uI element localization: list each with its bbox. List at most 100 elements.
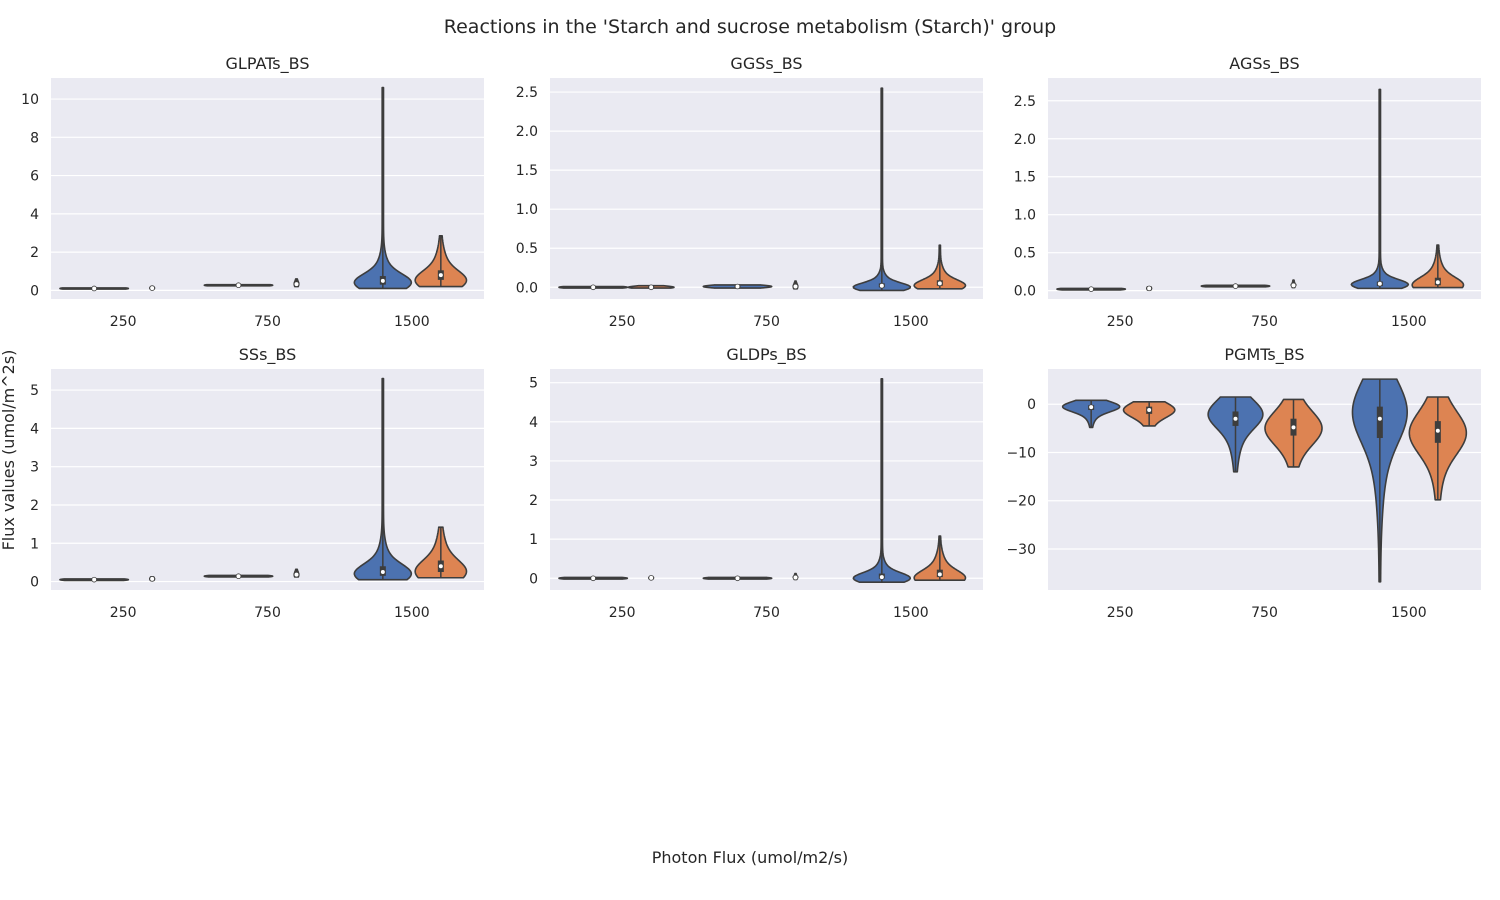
violin-median: [1435, 427, 1441, 434]
y-tick-label: 0.5: [1014, 246, 1036, 262]
violin-orange-750: [1290, 279, 1297, 289]
x-tick-label: 250: [1107, 314, 1134, 330]
violin-blue-750: [702, 575, 773, 582]
y-tick-label: 1: [30, 536, 39, 552]
violin-median: [149, 285, 155, 291]
x-tick-label: 750: [753, 605, 780, 621]
y-tick-label: 1.5: [1014, 170, 1036, 186]
violin-median: [1232, 415, 1239, 422]
violin-median: [937, 571, 943, 578]
subplot-glpats-bs: 0 2 4 6 8 10 250 750 1500 GLPATs_BS: [21, 54, 484, 330]
violin-median: [590, 284, 596, 291]
x-tick-label: 750: [753, 314, 780, 330]
y-tick-label: 0.0: [516, 280, 538, 296]
plot-area: [1048, 78, 1481, 299]
x-tick-label: 750: [254, 314, 281, 330]
violin-median: [1146, 285, 1152, 292]
violin-median: [1290, 282, 1297, 289]
y-tick-label: −30: [1006, 542, 1036, 558]
y-tick-label: 1.5: [516, 163, 538, 179]
y-tick-label: 2.0: [516, 124, 538, 140]
plot-area: [51, 369, 484, 590]
violin-median: [1088, 404, 1094, 410]
violin-orange-250: [1146, 285, 1153, 292]
x-tick-label: 250: [1107, 605, 1134, 621]
x-tick-label: 1500: [1391, 314, 1427, 330]
violin-orange-1500: [414, 235, 468, 288]
violin-orange-750: [1264, 398, 1323, 468]
violin-median: [1435, 279, 1441, 286]
x-tick-label: 1500: [394, 605, 430, 621]
violin-median: [1146, 407, 1152, 413]
x-tick-label: 1500: [893, 314, 929, 330]
violin-blue-250: [59, 285, 130, 292]
y-tick-label: 0: [30, 575, 39, 591]
violin-median: [590, 575, 596, 582]
violin-median: [1232, 283, 1239, 289]
violin-median: [792, 574, 799, 581]
y-tick-label: 8: [30, 130, 39, 146]
violin-median: [1290, 424, 1297, 431]
violin-median: [1377, 281, 1383, 287]
violin-orange-1500: [1411, 244, 1465, 289]
y-tick-label: 2.5: [516, 85, 538, 101]
violin-orange-250: [627, 284, 675, 291]
violin-median: [438, 272, 444, 278]
y-tick-label: −20: [1006, 494, 1036, 510]
x-axis-label: Photon Flux (umol/m2/s): [652, 848, 849, 867]
violin-blue-1500: [1351, 378, 1408, 583]
violin-median: [380, 278, 386, 284]
violin-blue-1500: [1350, 88, 1410, 290]
violin-orange-750: [792, 572, 799, 581]
violin-orange-250: [648, 575, 655, 581]
violin-blue-250: [558, 284, 629, 291]
violin-median: [235, 282, 242, 289]
violin-median: [879, 282, 885, 289]
violin-blue-250: [1056, 286, 1127, 292]
violin-blue-1500: [852, 87, 912, 292]
violin-blue-750: [702, 283, 773, 290]
y-tick-label: 10: [21, 92, 39, 108]
subplot-title: PGMTs_BS: [1224, 345, 1304, 365]
y-tick-label: 4: [30, 421, 39, 437]
y-tick-label: 1: [529, 532, 538, 548]
violin-median: [734, 575, 741, 582]
subplot-title: GLDPs_BS: [726, 345, 806, 365]
violin-blue-250: [558, 575, 629, 582]
violin-median: [734, 283, 741, 290]
figure-title: Reactions in the 'Starch and sucrose met…: [444, 16, 1056, 38]
violin-orange-1500: [414, 526, 468, 579]
violin-orange-1500: [913, 244, 967, 290]
y-tick-label: 5: [529, 376, 538, 392]
x-tick-label: 250: [110, 314, 137, 330]
subplot-title: SSs_BS: [239, 345, 297, 365]
x-tick-label: 750: [1251, 314, 1278, 330]
subplot-ggss-bs: 0.0 0.5 1.0 1.5 2.0 2.5 250 750 1500 GGSs_BS: [516, 54, 983, 330]
violin-median: [1377, 415, 1383, 422]
y-tick-label: 2.5: [1014, 94, 1036, 110]
violin-orange-1500: [913, 535, 967, 582]
y-tick-label: 3: [30, 460, 39, 476]
violin-blue-250: [1061, 399, 1121, 429]
violin-blue-750: [203, 573, 274, 580]
violin-orange-250: [149, 576, 156, 582]
y-tick-label: 2: [30, 498, 39, 514]
x-tick-label: 1500: [1391, 605, 1427, 621]
violin-blue-750: [1207, 396, 1264, 473]
subplot-title: AGSs_BS: [1229, 54, 1299, 74]
violin-orange-750: [293, 568, 300, 578]
violin-orange-1500: [1408, 396, 1468, 501]
y-tick-label: 2: [30, 245, 39, 261]
violin-box: [1376, 406, 1383, 439]
violin-blue-1500: [353, 377, 413, 581]
violin-blue-750: [203, 282, 274, 289]
violin-median: [937, 280, 943, 287]
subplot-pgmts-bs: 0 −10 −20 −30 250 750 1500 PGMTs_BS: [1006, 345, 1481, 621]
subplot-agss-bs: 0.0 0.5 1.0 1.5 2.0 2.5 250 750 1500 AGSs_BS: [1014, 54, 1481, 330]
violin-median: [648, 284, 654, 291]
violin-median: [792, 283, 799, 290]
x-tick-label: 750: [254, 605, 281, 621]
violin-orange-750: [293, 278, 300, 288]
y-tick-label: 4: [529, 415, 538, 431]
